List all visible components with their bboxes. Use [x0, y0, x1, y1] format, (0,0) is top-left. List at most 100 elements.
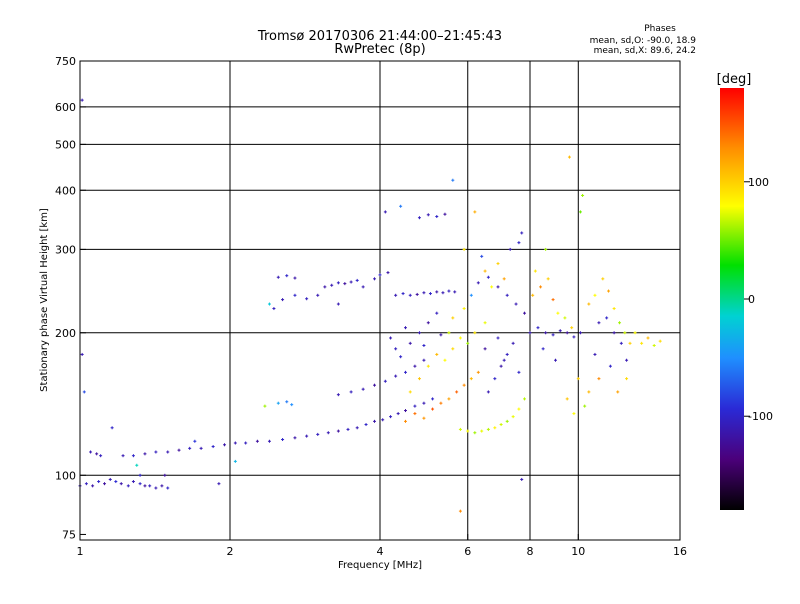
- data-point: [361, 285, 365, 289]
- data-point: [486, 427, 490, 431]
- data-point: [455, 390, 459, 394]
- data-point: [386, 271, 390, 275]
- y-axis-label: Stationary phase Virtual Height [km]: [39, 208, 50, 392]
- data-point: [373, 277, 377, 281]
- data-point: [267, 439, 271, 443]
- data-point: [556, 311, 560, 315]
- data-point: [625, 358, 629, 362]
- data-point: [336, 302, 340, 306]
- data-point: [486, 275, 490, 279]
- data-point: [505, 293, 509, 297]
- data-point: [199, 446, 203, 450]
- data-point: [99, 454, 103, 458]
- data-point: [403, 326, 407, 330]
- colorbar-tick-label: -100: [748, 410, 773, 423]
- data-point: [633, 331, 637, 335]
- data-point: [458, 509, 462, 513]
- data-point: [608, 364, 612, 368]
- data-point: [305, 434, 309, 438]
- data-point: [408, 293, 412, 297]
- data-point: [658, 339, 662, 343]
- data-point: [553, 358, 557, 362]
- data-point: [381, 418, 385, 422]
- data-point: [570, 326, 574, 330]
- data-point: [520, 477, 524, 481]
- data-point: [373, 419, 377, 423]
- data-point: [373, 383, 377, 387]
- data-point: [544, 247, 548, 251]
- data-point: [193, 439, 197, 443]
- data-point: [383, 210, 387, 214]
- data-point: [166, 450, 170, 454]
- data-point: [177, 448, 181, 452]
- data-point: [263, 404, 267, 408]
- data-point: [458, 427, 462, 431]
- data-point: [255, 439, 259, 443]
- data-point: [103, 482, 107, 486]
- data-point: [399, 204, 403, 208]
- y-tick-label: 400: [55, 184, 76, 197]
- data-point: [276, 401, 280, 405]
- data-point: [551, 298, 555, 302]
- phase-stats-x: mean, sd,X: 89.6, 24.2: [594, 46, 696, 56]
- data-point: [439, 333, 443, 337]
- data-point: [389, 336, 393, 340]
- data-point: [80, 98, 84, 102]
- data-point: [597, 321, 601, 325]
- y-tick-label: 75: [62, 528, 76, 541]
- x-axis-ticks: 1 2 4 6 8 10 16: [77, 534, 687, 558]
- data-point: [84, 482, 88, 486]
- y-tick-label: 750: [55, 55, 76, 68]
- data-point: [389, 415, 393, 419]
- data-point: [135, 463, 139, 467]
- data-point: [541, 347, 545, 351]
- data-point: [316, 293, 320, 297]
- data-point: [290, 403, 294, 407]
- data-point: [154, 486, 158, 490]
- data-point: [493, 377, 497, 381]
- data-point: [511, 341, 515, 345]
- data-point: [426, 364, 430, 368]
- y-tick-label: 200: [55, 327, 76, 340]
- x-tick-label: 8: [527, 545, 534, 558]
- data-point: [462, 247, 466, 251]
- data-point: [539, 285, 543, 289]
- data-point: [330, 283, 334, 287]
- data-point: [565, 397, 569, 401]
- data-point: [517, 241, 521, 245]
- data-point: [355, 278, 359, 282]
- data-point: [108, 477, 112, 481]
- data-point: [148, 484, 152, 488]
- data-point: [628, 341, 632, 345]
- data-point: [267, 302, 271, 306]
- data-point: [533, 269, 537, 273]
- data-point: [583, 404, 587, 408]
- data-point: [95, 452, 99, 456]
- data-point: [413, 404, 417, 408]
- data-point: [415, 292, 419, 296]
- data-point: [439, 401, 443, 405]
- data-point: [652, 343, 656, 347]
- data-point: [403, 419, 407, 423]
- data-point: [364, 423, 368, 427]
- data-point: [458, 336, 462, 340]
- data-point: [502, 277, 506, 281]
- data-point: [514, 302, 518, 306]
- data-point: [473, 331, 477, 335]
- data-point: [435, 215, 439, 219]
- data-point: [413, 412, 417, 416]
- data-point: [607, 289, 611, 293]
- data-point: [403, 370, 407, 374]
- data-point: [567, 155, 571, 159]
- data-point: [572, 412, 576, 416]
- data-point: [435, 290, 439, 294]
- data-point: [462, 383, 466, 387]
- data-point: [408, 390, 412, 394]
- data-point: [517, 370, 521, 374]
- data-point: [349, 280, 353, 284]
- data-point: [343, 282, 347, 286]
- data-point: [623, 331, 627, 335]
- data-point: [431, 397, 435, 401]
- y-axis-ticks: 75 100 200 300 400 500 600 750: [55, 55, 86, 541]
- data-point: [496, 336, 500, 340]
